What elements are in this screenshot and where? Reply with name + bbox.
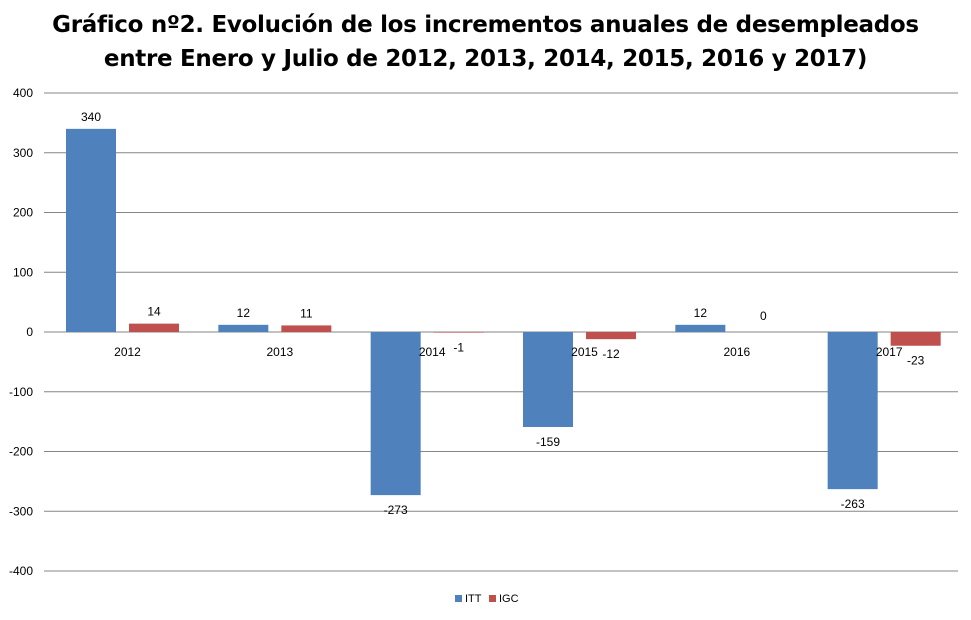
chart-title: Gráfico nº2. Evolución de los incremento… xyxy=(0,8,971,76)
bar-igc xyxy=(433,332,484,333)
data-label: 0 xyxy=(760,309,767,323)
y-tick-label: 400 xyxy=(13,86,33,100)
bar-itt xyxy=(370,332,421,496)
chart-title-line-1: Gráfico nº2. Evolución de los incremento… xyxy=(52,12,919,38)
y-tick-label: -100 xyxy=(9,385,33,399)
data-label: -12 xyxy=(602,347,620,361)
data-label: 12 xyxy=(237,306,251,320)
y-tick-label: 0 xyxy=(26,325,33,339)
legend-swatch-itt xyxy=(455,595,462,602)
bar-igc xyxy=(890,332,941,346)
data-label: -1 xyxy=(453,341,464,355)
bar-igc xyxy=(129,323,179,332)
x-tick-label: 2015 xyxy=(571,345,598,359)
bar-itt xyxy=(675,324,726,332)
data-label: -23 xyxy=(907,354,925,368)
y-tick-label: 300 xyxy=(13,146,33,160)
data-label: 14 xyxy=(147,305,161,319)
legend-label-igc: IGC xyxy=(499,593,519,605)
legend-label-itt: ITT xyxy=(465,593,482,605)
data-label: 11 xyxy=(300,306,313,320)
bar-itt xyxy=(523,332,573,428)
x-tick-label: 2014 xyxy=(419,345,446,359)
x-tick-label: 2013 xyxy=(266,345,293,359)
bar-itt xyxy=(218,324,269,332)
y-tick-label: -200 xyxy=(9,445,33,459)
bar-itt xyxy=(66,128,116,332)
data-label: -159 xyxy=(536,435,560,449)
chart-title-line-2: entre Enero y Julio de 2012, 2013, 2014,… xyxy=(103,46,868,72)
data-label: 12 xyxy=(694,306,708,320)
y-tick-label: 200 xyxy=(13,206,33,220)
data-label: -273 xyxy=(384,503,408,517)
bar-itt xyxy=(827,332,878,490)
legend-swatch-igc xyxy=(489,595,496,602)
data-label: -263 xyxy=(841,497,865,511)
x-tick-label: 2012 xyxy=(114,345,141,359)
bar-igc xyxy=(281,325,332,332)
bar-igc xyxy=(586,332,636,340)
y-tick-label: -400 xyxy=(9,564,33,578)
y-tick-label: 100 xyxy=(13,265,33,279)
data-label: 340 xyxy=(81,110,101,124)
y-tick-label: -300 xyxy=(9,504,33,518)
x-tick-label: 2016 xyxy=(723,345,750,359)
x-tick-label: 2017 xyxy=(876,345,903,359)
